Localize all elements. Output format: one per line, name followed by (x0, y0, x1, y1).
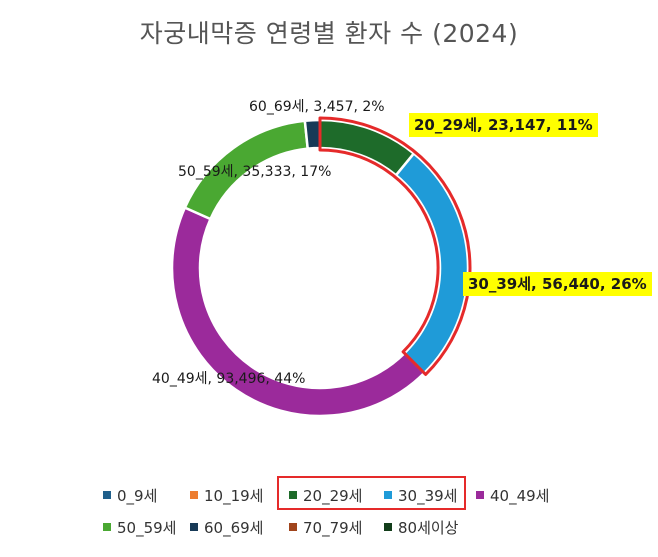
legend-item-50-59: 50_59세 (103, 518, 176, 538)
data-label-20-29: 20_29세, 23,147, 11% (409, 113, 598, 137)
data-label-50-59: 50_59세, 35,333, 17% (178, 164, 332, 180)
legend-label: 50_59세 (117, 519, 177, 537)
legend-label: 10_19세 (204, 487, 264, 505)
legend-item-20-29: 20_29세 (289, 486, 362, 506)
legend-swatch (190, 523, 198, 531)
legend-label: 40_49세 (490, 487, 550, 505)
legend-item-10-19: 10_19세 (190, 486, 263, 506)
legend-label: 20_29세 (303, 487, 363, 505)
legend-item-40-49: 40_49세 (476, 486, 549, 506)
legend-item-80: 80세이상 (384, 518, 459, 538)
legend-swatch (103, 491, 111, 499)
legend-swatch (289, 491, 297, 499)
donut-slice-60-69 (303, 118, 322, 151)
data-label-60-69: 60_69세, 3,457, 2% (249, 99, 385, 115)
highlight-outline (318, 116, 472, 376)
legend-highlight-box (277, 476, 466, 510)
data-label-40-49: 40_49세, 93,496, 44% (152, 371, 306, 387)
legend-label: 0_9세 (117, 487, 158, 505)
legend-swatch (384, 523, 392, 531)
legend-swatch (384, 491, 392, 499)
legend-item-60-69: 60_69세 (190, 518, 263, 538)
chart-title: 자궁내막증 연령별 환자 수 (2024) (139, 19, 519, 48)
data-label-30-39: 30_39세, 56,440, 26% (463, 272, 652, 296)
legend-label: 60_69세 (204, 519, 264, 537)
donut-slice-20-29 (318, 118, 416, 177)
legend-item-30-39: 30_39세 (384, 486, 457, 506)
legend-swatch (103, 523, 111, 531)
legend-label: 30_39세 (398, 487, 458, 505)
legend-item-70-79: 70_79세 (289, 518, 362, 538)
legend-item-0-9: 0_9세 (103, 486, 157, 506)
legend: 0_9세 10_19세 20_29세 30_39세 40_49세 50_59세 60_69세… (0, 482, 658, 552)
legend-label: 70_79세 (303, 519, 363, 537)
legend-swatch (289, 523, 297, 531)
legend-label: 80세이상 (398, 519, 459, 537)
legend-swatch (476, 491, 484, 499)
legend-swatch (190, 491, 198, 499)
